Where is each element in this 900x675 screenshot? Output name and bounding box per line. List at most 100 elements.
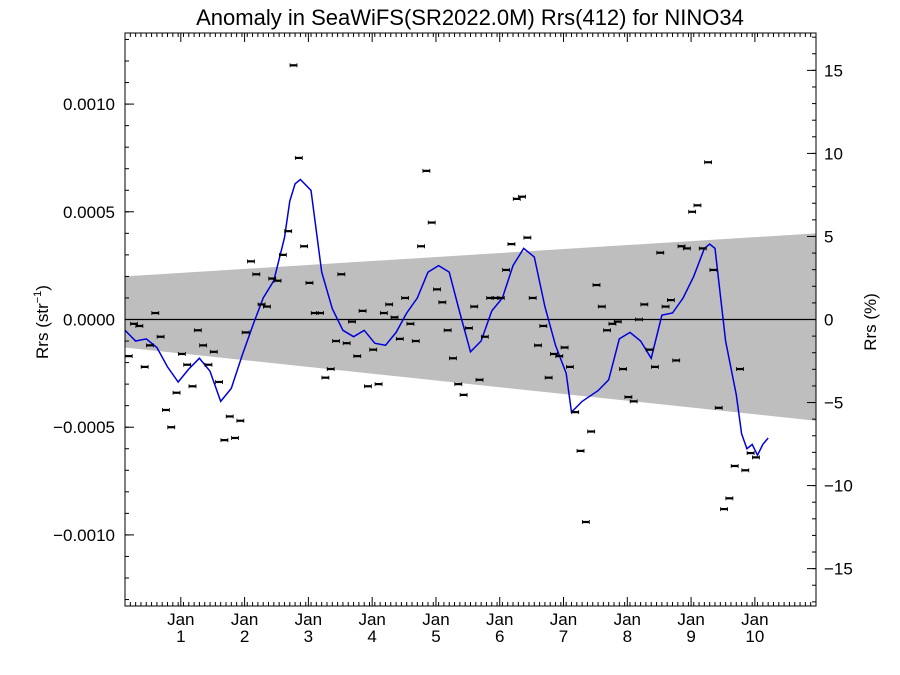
data-point	[204, 362, 213, 367]
data-point	[640, 302, 649, 307]
y-tick-label-right: 10	[824, 144, 843, 163]
y-tick-label-right: −10	[824, 477, 853, 496]
x-tick-label-year: 4	[367, 627, 376, 646]
data-point	[449, 356, 457, 361]
data-point	[236, 418, 245, 423]
data-point	[656, 250, 665, 255]
data-point	[353, 354, 362, 359]
data-point	[730, 463, 739, 468]
data-point	[177, 351, 186, 356]
data-point	[470, 304, 479, 309]
x-tick-label-year: 1	[176, 627, 185, 646]
data-point	[278, 252, 287, 257]
data-point	[619, 367, 627, 372]
data-point	[592, 283, 601, 288]
data-point	[300, 244, 309, 249]
data-point	[140, 364, 149, 369]
data-point	[475, 377, 484, 382]
data-point	[465, 326, 473, 331]
y-tick-label-left: 0.0005	[63, 203, 115, 222]
data-point	[135, 323, 144, 328]
data-point	[693, 203, 702, 208]
data-point	[433, 287, 441, 292]
data-point	[502, 267, 511, 272]
data-point	[597, 304, 606, 309]
data-point	[390, 315, 399, 320]
data-point	[156, 334, 165, 339]
data-point	[411, 339, 420, 344]
data-point	[459, 392, 468, 397]
data-point	[534, 343, 542, 348]
data-point	[645, 347, 654, 352]
y-tick-label-left: 0.0000	[63, 311, 115, 330]
x-tick-label-year: 10	[745, 627, 764, 646]
data-point	[193, 328, 202, 333]
data-point	[395, 336, 404, 341]
data-point	[560, 345, 569, 350]
y-tick-label-right: 0	[824, 311, 833, 330]
x-tick-label-year: 5	[431, 627, 440, 646]
data-point	[672, 358, 681, 363]
data-point	[263, 304, 271, 309]
data-point	[326, 367, 335, 372]
data-point	[316, 311, 324, 316]
data-point	[406, 321, 415, 326]
data-point	[215, 379, 223, 384]
x-tick-label-year: 7	[559, 627, 568, 646]
x-tick-label-year: 3	[304, 627, 313, 646]
data-point	[480, 334, 489, 339]
data-point	[720, 507, 728, 512]
data-point	[241, 330, 250, 335]
x-tick-label-month: Jan	[422, 610, 449, 629]
data-point	[709, 267, 718, 272]
x-tick-label-month: Jan	[677, 610, 704, 629]
data-point	[507, 242, 516, 247]
data-point	[305, 280, 314, 285]
y-tick-label-right: 15	[824, 61, 843, 80]
data-point	[332, 339, 340, 344]
y-tick-label-left: 0.0010	[63, 95, 115, 114]
data-point	[576, 448, 585, 453]
data-point	[188, 384, 197, 389]
x-tick-label-month: Jan	[741, 610, 768, 629]
data-point	[294, 155, 303, 160]
data-point	[342, 341, 351, 346]
data-point	[518, 194, 526, 199]
data-point	[273, 278, 282, 283]
data-point	[289, 63, 298, 68]
x-tick-label-month: Jan	[486, 610, 513, 629]
data-point	[209, 349, 218, 354]
x-tick-label-month: Jan	[550, 610, 577, 629]
data-point	[555, 354, 564, 359]
data-point	[374, 382, 383, 387]
x-tick-label-year: 6	[495, 627, 504, 646]
data-point	[629, 399, 638, 404]
data-point	[401, 295, 410, 300]
data-point	[172, 390, 181, 395]
x-tick-label-year: 8	[623, 627, 632, 646]
y-tick-label-left: −0.0005	[53, 418, 115, 437]
data-point	[379, 311, 388, 316]
data-point	[666, 298, 675, 303]
data-point	[581, 519, 590, 524]
data-point	[714, 405, 723, 410]
plot-area	[124, 32, 817, 607]
data-point	[682, 246, 691, 251]
data-point	[337, 272, 346, 277]
smooth-series	[124, 178, 769, 457]
data-point	[438, 300, 447, 305]
data-point	[183, 362, 192, 367]
axes: 0.00100.00050.0000−0.0005−0.0010151050−5…	[53, 33, 853, 646]
data-point	[247, 259, 255, 264]
data-point	[571, 410, 580, 415]
x-tick-label-month: Jan	[295, 610, 322, 629]
y-tick-label-right: −5	[824, 394, 843, 413]
x-tick-label-month: Jan	[231, 610, 258, 629]
data-point	[613, 319, 622, 324]
data-point	[544, 375, 553, 380]
data-point	[725, 496, 734, 501]
data-point	[624, 395, 633, 400]
data-point	[454, 382, 463, 387]
data-point	[358, 308, 367, 313]
